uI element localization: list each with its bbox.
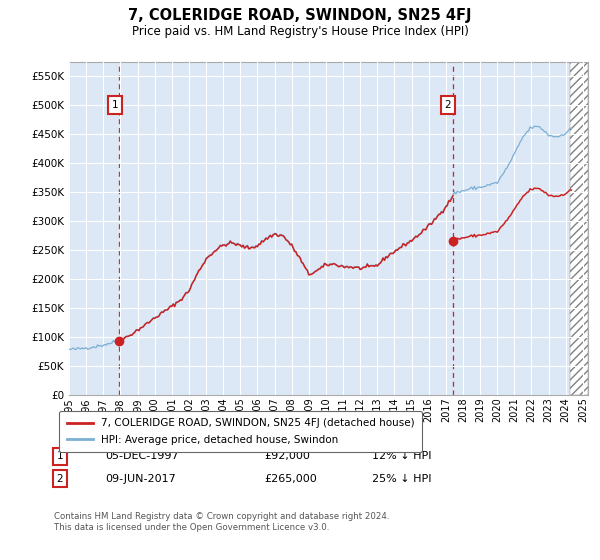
Text: 7, COLERIDGE ROAD, SWINDON, SN25 4FJ: 7, COLERIDGE ROAD, SWINDON, SN25 4FJ <box>128 8 472 24</box>
Text: 05-DEC-1997: 05-DEC-1997 <box>105 451 179 461</box>
Text: Contains HM Land Registry data © Crown copyright and database right 2024.
This d: Contains HM Land Registry data © Crown c… <box>54 512 389 532</box>
Text: 1: 1 <box>56 451 64 461</box>
Text: 25% ↓ HPI: 25% ↓ HPI <box>372 474 431 484</box>
Bar <box>570 62 588 395</box>
Text: £92,000: £92,000 <box>264 451 310 461</box>
Legend: 7, COLERIDGE ROAD, SWINDON, SN25 4FJ (detached house), HPI: Average price, detac: 7, COLERIDGE ROAD, SWINDON, SN25 4FJ (de… <box>59 411 422 452</box>
Text: Price paid vs. HM Land Registry's House Price Index (HPI): Price paid vs. HM Land Registry's House … <box>131 25 469 38</box>
Text: 2: 2 <box>56 474 64 484</box>
Text: 2: 2 <box>444 100 451 110</box>
Text: 09-JUN-2017: 09-JUN-2017 <box>105 474 176 484</box>
Text: 12% ↓ HPI: 12% ↓ HPI <box>372 451 431 461</box>
Text: £265,000: £265,000 <box>264 474 317 484</box>
Text: 1: 1 <box>112 100 119 110</box>
